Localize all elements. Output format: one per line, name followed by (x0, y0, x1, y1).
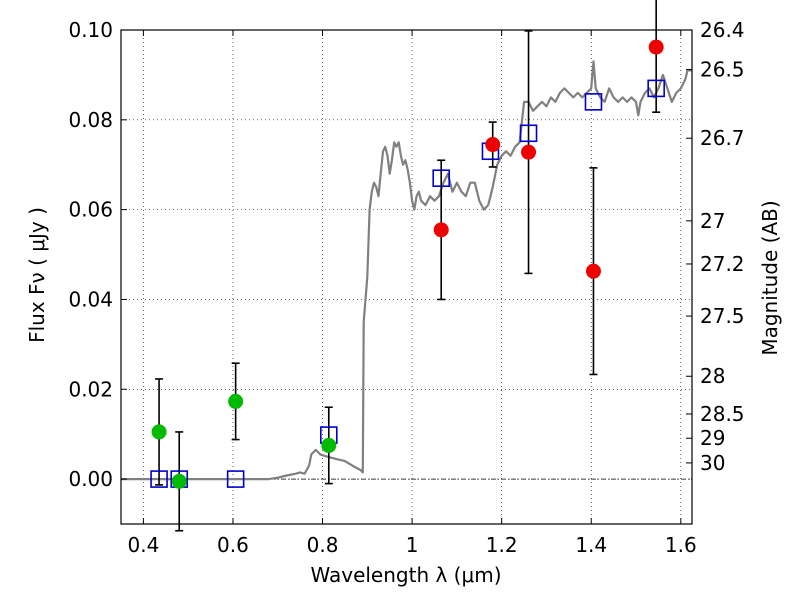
green-point-0 (151, 424, 167, 440)
plot-background (121, 30, 692, 524)
x-axis-label: Wavelength λ (μm) (310, 563, 501, 587)
model-band-square-7 (584, 93, 603, 111)
x-tick-label-5: 1.4 (575, 533, 607, 557)
red-point-1 (485, 137, 501, 153)
label-layer: 0.4 0.6 0.8 1 1.2 1.4 1.6 0.00 0.02 0.04 0.06 0.08 0… (68, 18, 744, 557)
y2-tick-label-2: 26.7 (700, 126, 745, 150)
model-band-square-4 (432, 169, 451, 187)
y-tick-label-3: 0.06 (68, 198, 113, 222)
y2-axis-label: Magnitude (AB) (758, 200, 782, 355)
model-band-square-0 (150, 470, 168, 488)
y-axis-label: Flux Fν ( μJy ) (25, 207, 49, 343)
data-layer (121, 0, 692, 532)
red-point-2 (521, 144, 537, 160)
y2-tick-label-3: 27 (700, 209, 725, 233)
x-tick-label-2: 0.8 (307, 533, 339, 557)
model-spectrum-line (121, 60, 692, 481)
model-band-square-8 (647, 79, 665, 98)
y2-tick-label-5: 27.5 (700, 304, 745, 328)
x-tick-label-0: 0.4 (127, 533, 159, 557)
red-point-4 (648, 39, 664, 55)
y-tick-label-1: 0.02 (68, 377, 113, 401)
tick-layer (121, 29, 692, 524)
x-tick-label-6: 1.6 (665, 533, 697, 557)
y-tick-label-2: 0.04 (68, 287, 113, 311)
x-tick-label-1: 0.6 (217, 533, 249, 557)
red-point-3 (585, 263, 601, 279)
red-point-0 (433, 222, 449, 238)
y2-tick-label-9: 30 (700, 451, 725, 475)
x-tick-label-3: 1 (406, 533, 419, 557)
y2-tick-label-4: 27.2 (700, 252, 745, 276)
y-tick-label-0: 0.00 (68, 467, 113, 491)
plot-frame (120, 29, 693, 525)
green-point-2 (228, 393, 244, 409)
y2-tick-label-0: 26.4 (700, 18, 745, 42)
green-point-3 (321, 437, 337, 453)
y2-tick-label-7: 28.5 (700, 402, 745, 426)
y2-tick-label-8: 29 (700, 426, 725, 450)
x-tick-label-4: 1.2 (486, 533, 518, 557)
y2-tick-label-6: 28 (700, 364, 725, 388)
model-band-square-6 (519, 124, 538, 143)
green-point-1 (171, 473, 187, 489)
y-tick-label-4: 0.08 (68, 108, 113, 132)
model-band-square-2 (226, 470, 245, 488)
y-tick-label-5: 0.10 (68, 18, 113, 42)
y2-tick-label-1: 26.5 (700, 58, 745, 82)
